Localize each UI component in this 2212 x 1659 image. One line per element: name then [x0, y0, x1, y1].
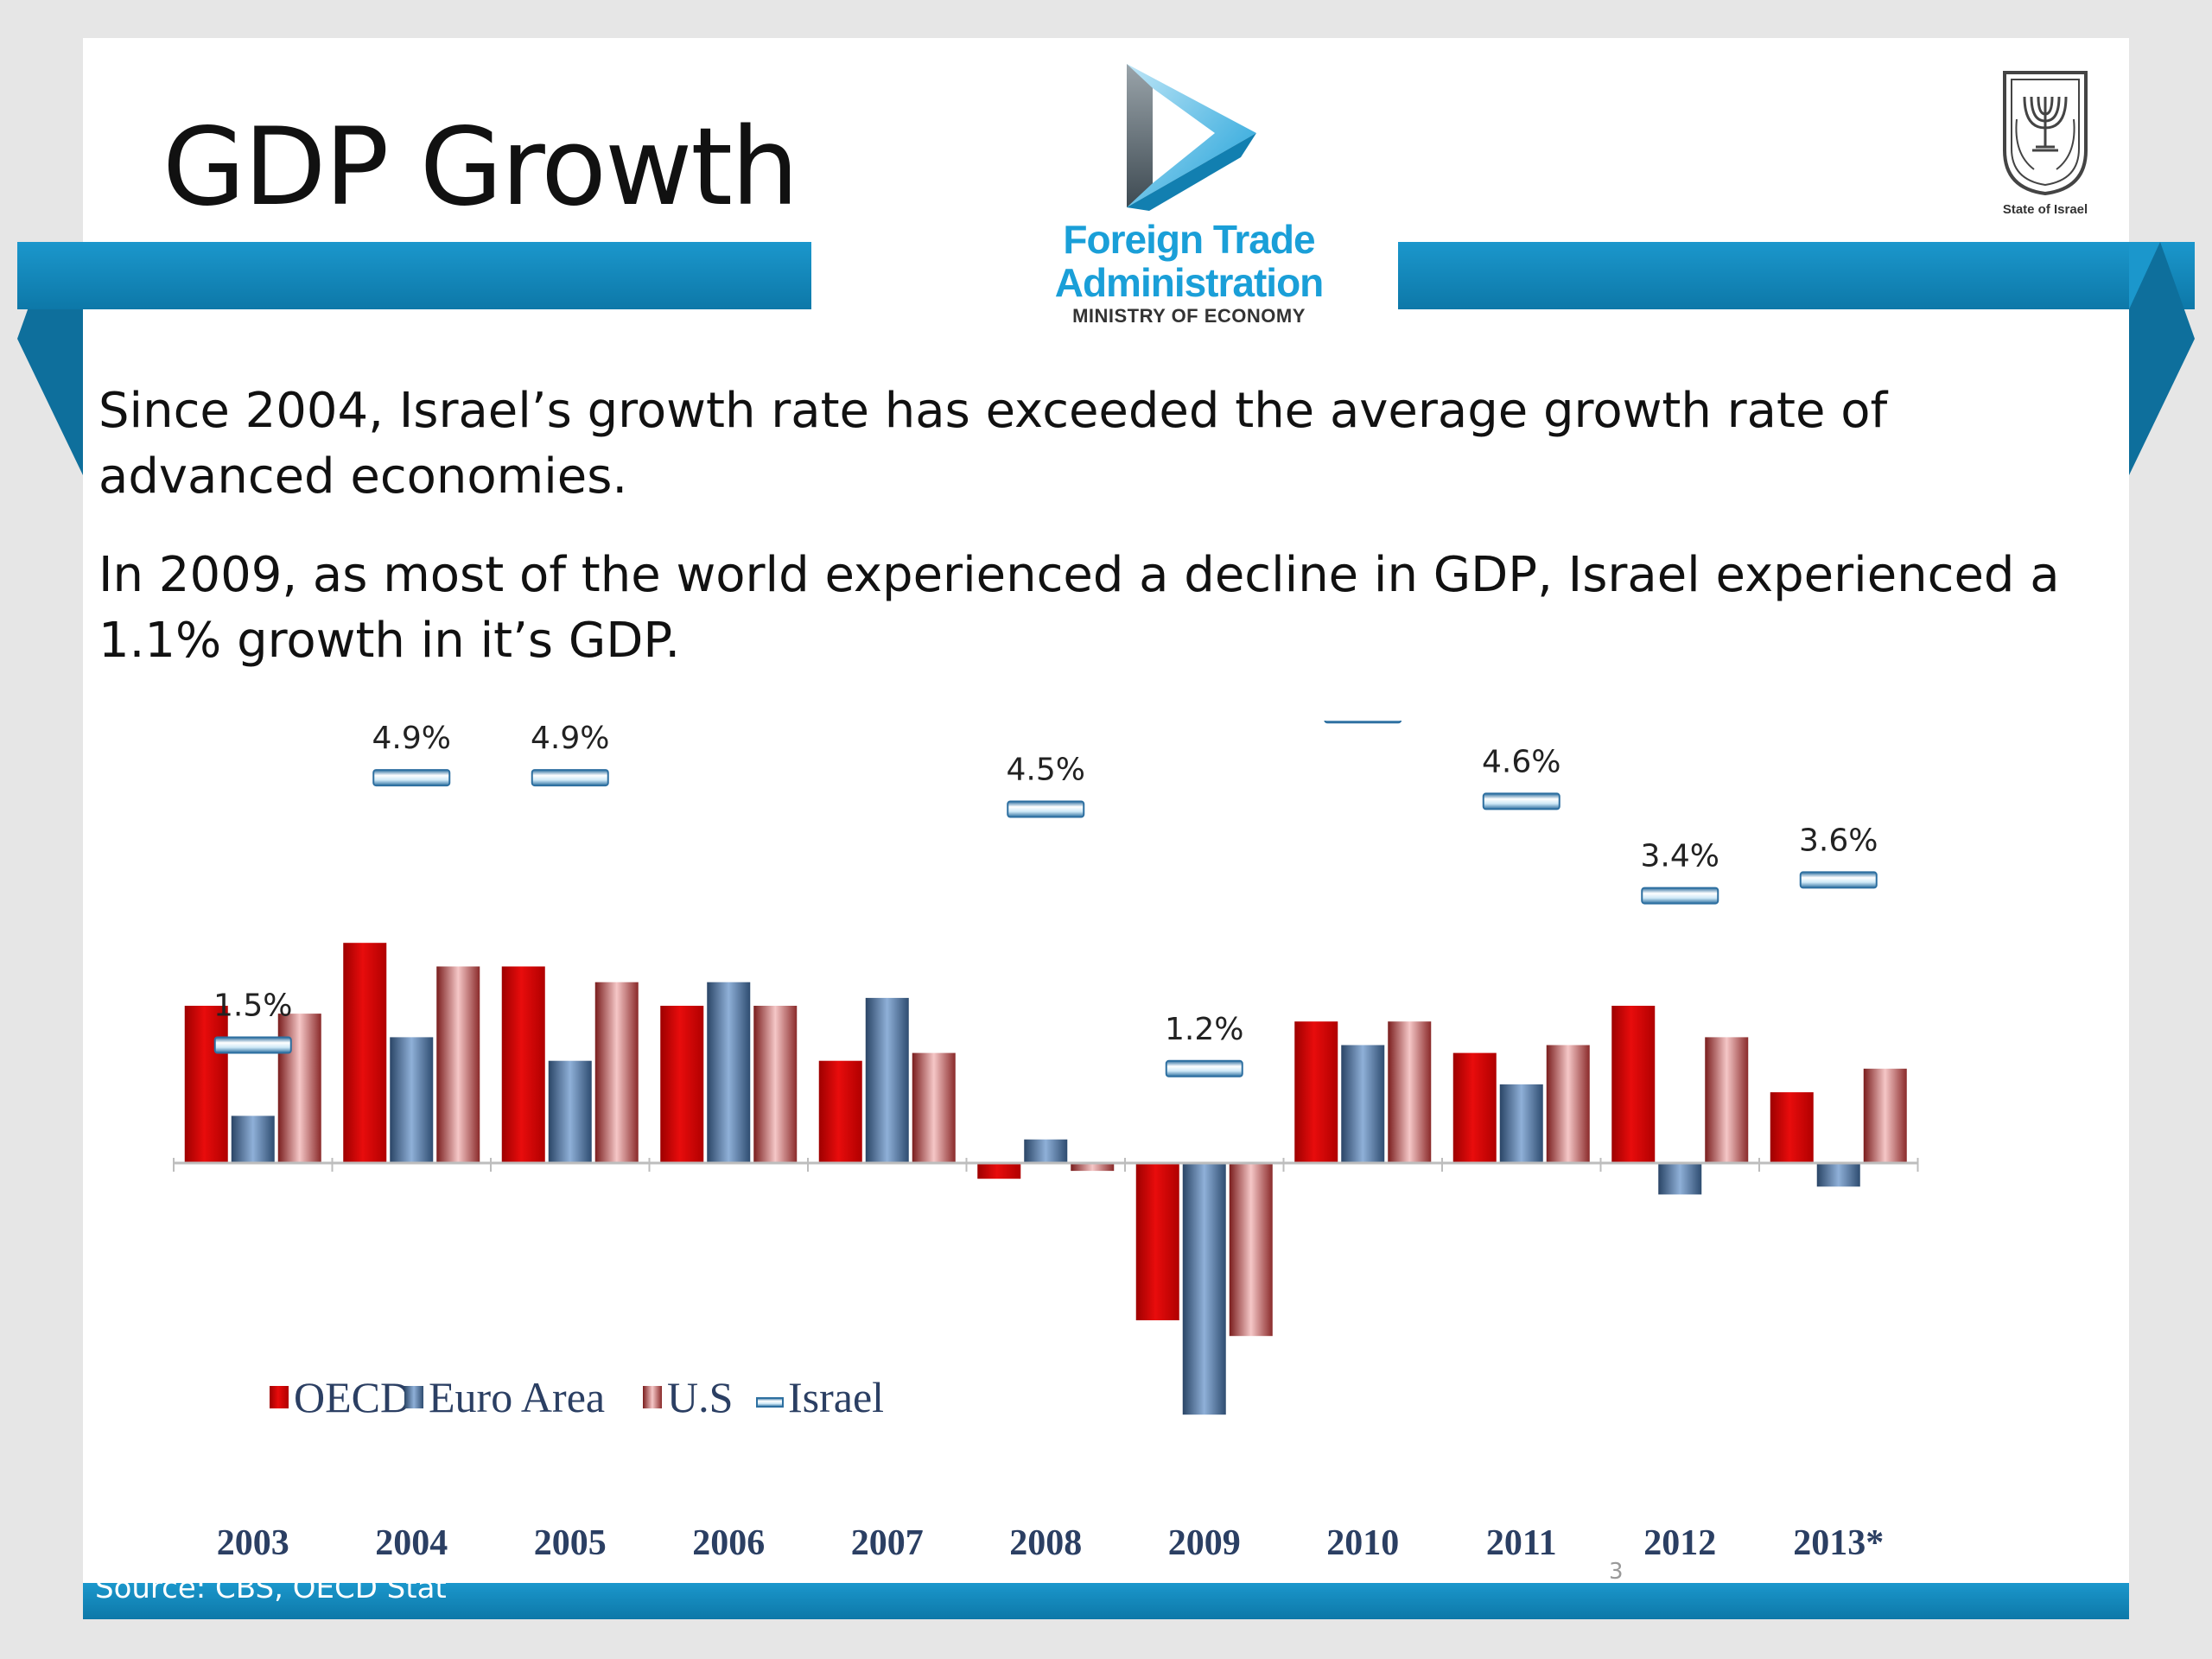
foreign-trade-logo: Foreign Trade Administration MINISTRY OF… [1025, 54, 1353, 416]
legend-item-israel: Israel [756, 1373, 884, 1421]
legend-item-euro-area: Euro Area [404, 1373, 605, 1421]
bar-us-2011 [1546, 1045, 1590, 1163]
svg-text:OECD: OECD [294, 1373, 411, 1421]
x-tick-label-2011: 2011 [1486, 1523, 1557, 1563]
source-note: Source: CBS, OECD Stat [95, 1571, 447, 1605]
data-label-israel-2009: 1.2% [1165, 1012, 1243, 1047]
bar-us-2006 [753, 1006, 798, 1163]
marker-israel-2013 [1799, 871, 1878, 889]
bar-us-2005 [594, 982, 639, 1163]
bar-euro-area-2004 [390, 1037, 434, 1163]
state-emblem: State of Israel [1989, 67, 2101, 249]
logo-line-3: MINISTRY OF ECONOMY [1072, 305, 1306, 327]
x-tick-label-2012: 2012 [1643, 1523, 1716, 1563]
page-number: 3 [1609, 1559, 1624, 1585]
bar-us-2013 [1863, 1068, 1907, 1163]
marker-israel-2004 [372, 769, 451, 787]
marker-israel-2005 [531, 769, 609, 787]
body-paragraph-2: In 2009, as most of the world experience… [99, 547, 2060, 669]
x-tick-label-2008: 2008 [1009, 1523, 1082, 1563]
slide: GDP Growth Foreign Trade Administration … [17, 38, 2195, 1619]
data-label-israel-2003: 1.5% [213, 988, 292, 1024]
bar-euro-area-2008 [1024, 1139, 1068, 1163]
bar-oecd-2007 [818, 1060, 862, 1163]
logo-line-1: Foreign Trade [1063, 217, 1315, 262]
svg-text:Euro Area: Euro Area [429, 1373, 605, 1421]
marker-israel-2011 [1482, 792, 1560, 810]
bar-us-2007 [912, 1052, 956, 1163]
right-ribbon-shape [2129, 242, 2195, 475]
marker-israel-2010 [1324, 721, 1402, 724]
play-triangle-logo-icon [1127, 64, 1256, 211]
bar-us-2009 [1229, 1163, 1273, 1337]
footer-bar [83, 1583, 2129, 1619]
slide-title: GDP Growth [162, 105, 799, 230]
x-tick-label-2004: 2004 [375, 1523, 448, 1563]
bar-us-2008 [1071, 1163, 1115, 1172]
bar-us-2003 [277, 1014, 321, 1163]
bar-oecd-2005 [501, 966, 545, 1163]
bar-euro-area-2010 [1341, 1045, 1385, 1163]
bar-us-2004 [436, 966, 480, 1163]
data-label-israel-2011: 4.6% [1482, 744, 1560, 779]
data-label-israel-2008: 4.5% [1007, 753, 1085, 788]
x-tick-label-2009: 2009 [1168, 1523, 1241, 1563]
bar-oecd-2013 [1770, 1092, 1814, 1163]
data-label-israel-2005: 4.9% [531, 721, 609, 756]
bar-oecd-2010 [1294, 1021, 1338, 1163]
svg-text:U.S: U.S [667, 1373, 733, 1421]
data-label-israel-2013: 3.6% [1799, 823, 1878, 858]
bar-euro-area-2003 [231, 1116, 275, 1163]
bar-euro-area-2011 [1499, 1084, 1543, 1163]
x-tick-label-2013: 2013* [1793, 1523, 1884, 1563]
x-tick-label-2010: 2010 [1326, 1523, 1399, 1563]
x-tick-label-2003: 2003 [217, 1523, 289, 1563]
logo-line-2: Administration [1054, 260, 1325, 305]
marker-israel-2008 [1007, 800, 1085, 818]
bar-oecd-2011 [1452, 1052, 1497, 1163]
x-tick-label-2005: 2005 [534, 1523, 607, 1563]
marker-israel-2009 [1165, 1059, 1243, 1077]
header-band-left [17, 242, 811, 309]
bar-oecd-2012 [1611, 1006, 1656, 1163]
legend-item-oecd: OECD [270, 1373, 411, 1421]
body-paragraph-1: Since 2004, Israel’s growth rate has exc… [99, 383, 1888, 505]
marker-israel-2003 [213, 1036, 292, 1054]
bar-us-2010 [1388, 1021, 1432, 1163]
bar-oecd-2006 [660, 1006, 704, 1163]
emblem-label: State of Israel [2002, 202, 2088, 217]
bar-oecd-2004 [343, 943, 387, 1163]
data-label-israel-2012: 3.4% [1641, 839, 1719, 874]
bar-oecd-2003 [184, 1006, 228, 1163]
gdp-growth-chart: 1.5%4.9%4.9%5.8%5.9%4.5%1.2%5.7%4.6%3.4%… [173, 721, 1919, 1563]
x-tick-label-2007: 2007 [851, 1523, 924, 1563]
bar-euro-area-2009 [1182, 1163, 1226, 1415]
x-tick-label-2006: 2006 [692, 1523, 765, 1563]
bar-oecd-2009 [1135, 1163, 1179, 1320]
legend-item-u-s: U.S [643, 1373, 733, 1421]
svg-text:Israel: Israel [788, 1373, 884, 1421]
data-label-israel-2004: 4.9% [372, 721, 451, 756]
marker-israel-2012 [1641, 887, 1719, 905]
bar-euro-area-2005 [548, 1060, 592, 1163]
bar-euro-area-2012 [1658, 1163, 1702, 1195]
bar-oecd-2008 [977, 1163, 1021, 1179]
bar-euro-area-2007 [865, 997, 909, 1163]
bar-euro-area-2006 [707, 982, 751, 1163]
bar-euro-area-2013 [1816, 1163, 1860, 1187]
bar-us-2012 [1705, 1037, 1749, 1163]
menorah-emblem-icon [2003, 71, 2088, 196]
header-band-right [1398, 242, 2195, 309]
